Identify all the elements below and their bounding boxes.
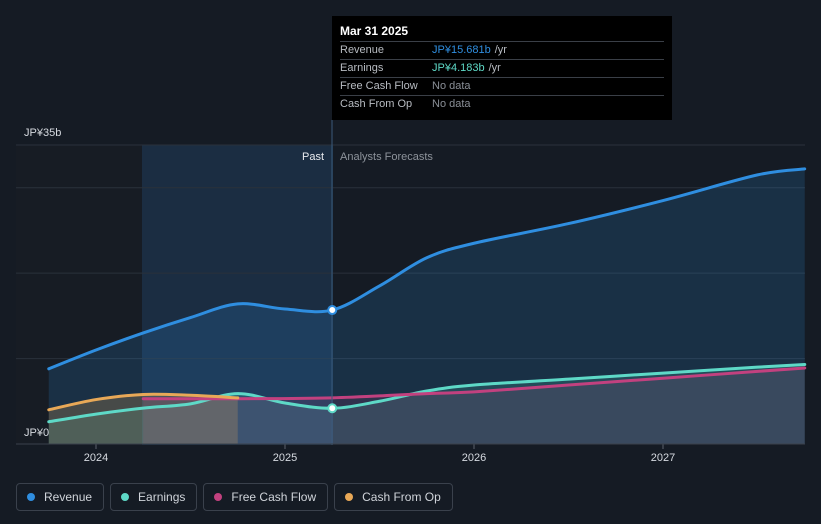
earnings-dot-icon	[121, 493, 130, 501]
hover-markers	[327, 305, 338, 414]
earnings-marker	[327, 403, 338, 414]
y-axis-max-label: JP¥35b	[24, 127, 61, 139]
legend: Revenue Earnings Free Cash Flow Cash Fro…	[16, 483, 453, 511]
tooltip: Mar 31 2025 Revenue JP¥15.681b /yr Earni…	[332, 16, 672, 120]
legend-label: Earnings	[138, 490, 186, 504]
legend-item-cash-from-op[interactable]: Cash From Op	[334, 483, 453, 511]
free-cash-flow-line	[141, 366, 807, 401]
earnings-area	[48, 364, 805, 444]
tooltip-value: No data	[432, 98, 471, 110]
tooltip-date: Mar 31 2025	[340, 24, 409, 38]
tooltip-label: Cash From Op	[340, 98, 413, 110]
free-cash-flow-dot-icon	[214, 493, 223, 501]
tooltip-row-earnings: Earnings JP¥4.183b /yr	[340, 59, 664, 77]
forecast-label: Analysts Forecasts	[340, 151, 433, 163]
tooltip-value: JP¥15.681b	[432, 44, 491, 56]
x-axis-ticks: 2024 2025 2026 2027	[16, 443, 805, 464]
tooltip-unit: /yr	[494, 44, 507, 56]
revenue-dot-icon	[27, 493, 35, 501]
free-cash-flow-area	[143, 367, 805, 444]
tooltip-label: Free Cash Flow	[340, 80, 418, 92]
past-label: Past	[302, 151, 324, 163]
y-axis-min-label: JP¥0	[24, 427, 49, 439]
tooltip-label: Earnings	[340, 62, 384, 74]
cash-from-op-line	[47, 392, 240, 412]
revenue-line	[47, 167, 807, 371]
cash-from-op-dot-icon	[345, 493, 354, 501]
cash-from-op-area	[48, 394, 238, 444]
x-tick-label: 2027	[651, 452, 675, 464]
earnings-line	[47, 363, 807, 424]
x-tick-label: 2024	[84, 452, 108, 464]
legend-item-free-cash-flow[interactable]: Free Cash Flow	[203, 483, 329, 511]
series-lines	[47, 167, 807, 424]
tooltip-row-cash-from-op: Cash From Op No data	[340, 95, 664, 113]
legend-label: Revenue	[44, 490, 93, 504]
legend-item-earnings[interactable]: Earnings	[110, 483, 198, 511]
x-tick-label: 2025	[273, 452, 297, 464]
tooltip-row-free-cash-flow: Free Cash Flow No data	[340, 77, 664, 95]
tooltip-label: Revenue	[340, 44, 385, 56]
tooltip-row-revenue: Revenue JP¥15.681b /yr	[340, 41, 664, 59]
legend-label: Free Cash Flow	[231, 490, 317, 504]
revenue-marker	[327, 305, 338, 316]
tooltip-value: JP¥4.183b	[432, 62, 485, 74]
legend-item-revenue[interactable]: Revenue	[16, 483, 105, 511]
tooltip-unit: /yr	[488, 62, 501, 74]
x-tick-label: 2026	[462, 452, 486, 464]
tooltip-value: No data	[432, 80, 471, 92]
legend-label: Cash From Op	[362, 490, 441, 504]
